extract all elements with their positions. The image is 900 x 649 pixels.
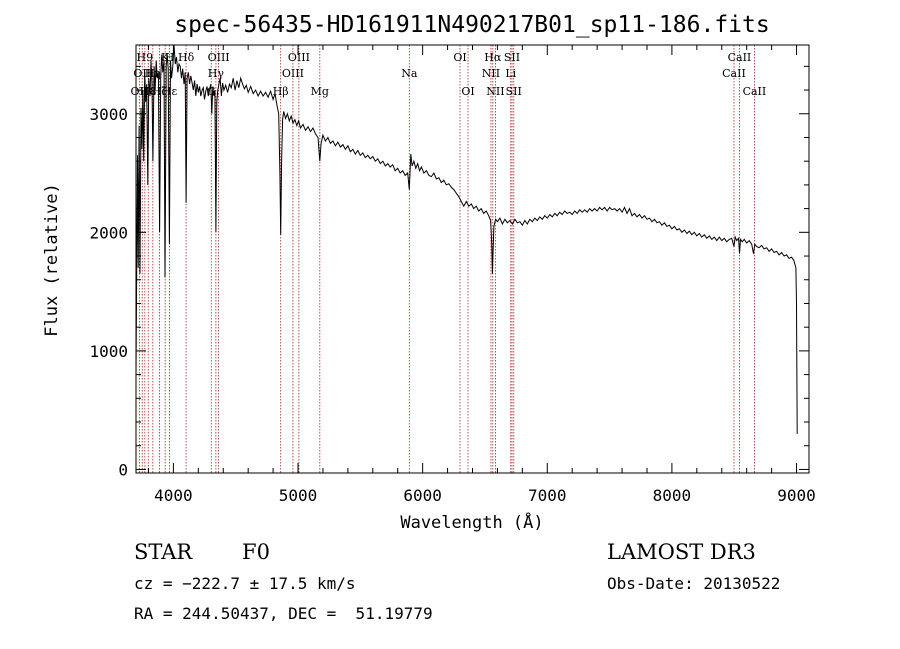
line-label-18-0: OI <box>461 85 474 98</box>
survey-name: LAMOST DR3 <box>607 540 756 564</box>
line-label-16-0: Na <box>401 67 418 80</box>
spectrum-line <box>135 44 798 434</box>
line-label-7-0: H <box>165 51 175 64</box>
line-label-11-0: OIII <box>208 51 230 64</box>
line-label-17-0: OI <box>453 51 466 64</box>
line-label-13-0: OIII <box>282 67 304 80</box>
object-type: STAR <box>134 540 193 564</box>
x-axis-label: Wavelength (Å) <box>400 511 543 533</box>
line-label-23-0: SII <box>504 51 520 64</box>
line-label-0-0: OII <box>131 85 149 98</box>
line-label-26-0: CaII <box>728 51 752 64</box>
y-tick-label: 3000 <box>89 105 128 124</box>
line-label-20-0: Hα <box>484 51 502 64</box>
x-tick-label: 6000 <box>403 486 442 505</box>
line-label-19-0: NII <box>482 67 500 80</box>
x-tick-label: 8000 <box>653 486 692 505</box>
coordinates: RA = 244.50437, DEC = 51.19779 <box>134 604 433 623</box>
line-label-1-0: OII <box>133 67 151 80</box>
y-tick-label: 2000 <box>89 223 128 242</box>
chart-title: spec-56435-HD161911N490217B01_sp11-186.f… <box>174 12 769 38</box>
line-label-10-0: Hγ <box>208 67 225 80</box>
line-label-22-0: Li <box>505 67 516 80</box>
line-label-25-0: CaII <box>722 67 746 80</box>
plot-frame <box>135 44 810 474</box>
spectral-line-markers <box>138 45 755 473</box>
line-label-2-0: H9 <box>137 51 154 64</box>
y-tick-label: 1000 <box>89 342 128 361</box>
line-label-12-0: Hβ <box>273 85 289 98</box>
y-tick-label: 0 <box>118 460 128 479</box>
line-label-27-0: CaII <box>743 85 767 98</box>
line-label-15-0: Mg <box>311 85 329 98</box>
x-tick-label: 9000 <box>777 486 816 505</box>
line-label-8-0: Hδ <box>178 51 195 64</box>
redshift-cz: cz = −222.7 ± 17.5 km/s <box>134 574 356 593</box>
observation-date: Obs-Date: 20130522 <box>607 574 781 593</box>
spectral-line-labels: OIIOIIH9H8HηHζKHHεHδGHγOIIIHβOIIIOIIIMgN… <box>131 51 767 98</box>
spectrum-chart: spec-56435-HD161911N490217B01_sp11-186.f… <box>42 12 816 533</box>
x-tick-label: 5000 <box>279 486 318 505</box>
tick-labels: 4000 5000 6000 7000 8000 9000 0 1000 2000 3000 <box>89 105 815 505</box>
spectral-subclass: F0 <box>242 540 270 564</box>
x-tick-label: 7000 <box>528 486 567 505</box>
line-label-6-0: K <box>161 51 170 64</box>
line-label-24-0: SII <box>506 85 522 98</box>
line-label-5-0: Hζ <box>152 85 168 98</box>
line-label-14-0: OIII <box>288 51 310 64</box>
line-label-21-0: NII <box>486 85 504 98</box>
x-tick-label: 4000 <box>154 486 193 505</box>
axis-ticks <box>136 45 809 473</box>
y-axis-label: Flux (relative) <box>42 183 62 337</box>
